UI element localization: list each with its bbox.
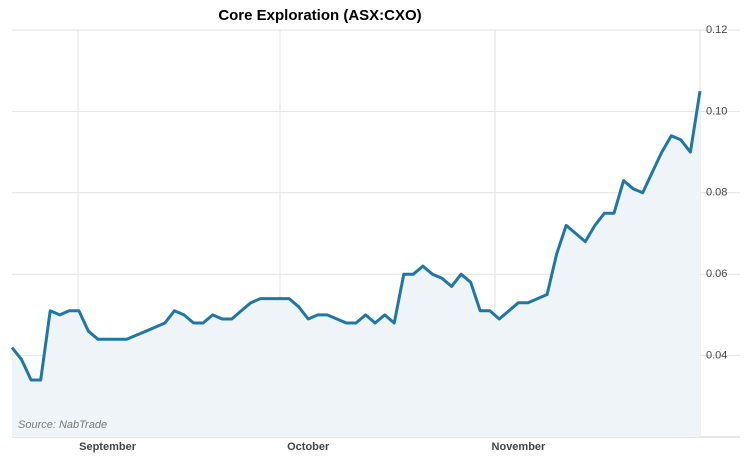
y-tick-label: 0.08 [706, 187, 727, 199]
source-note: Source: NabTrade [18, 419, 107, 431]
area [12, 91, 700, 437]
y-tick-label: 0.10 [706, 105, 727, 117]
plot [10, 29, 740, 437]
x-tick-label: October [287, 441, 330, 453]
y-tick-label: 0.04 [706, 350, 727, 362]
chart-title: Core Exploration (ASX:CXO) [218, 7, 421, 24]
y-tick-label: 0.06 [706, 268, 727, 280]
x-tick-label: November [492, 441, 547, 453]
y-tick-label: 0.12 [706, 24, 727, 36]
x-tick-label: September [79, 441, 137, 453]
line [10, 90, 702, 382]
